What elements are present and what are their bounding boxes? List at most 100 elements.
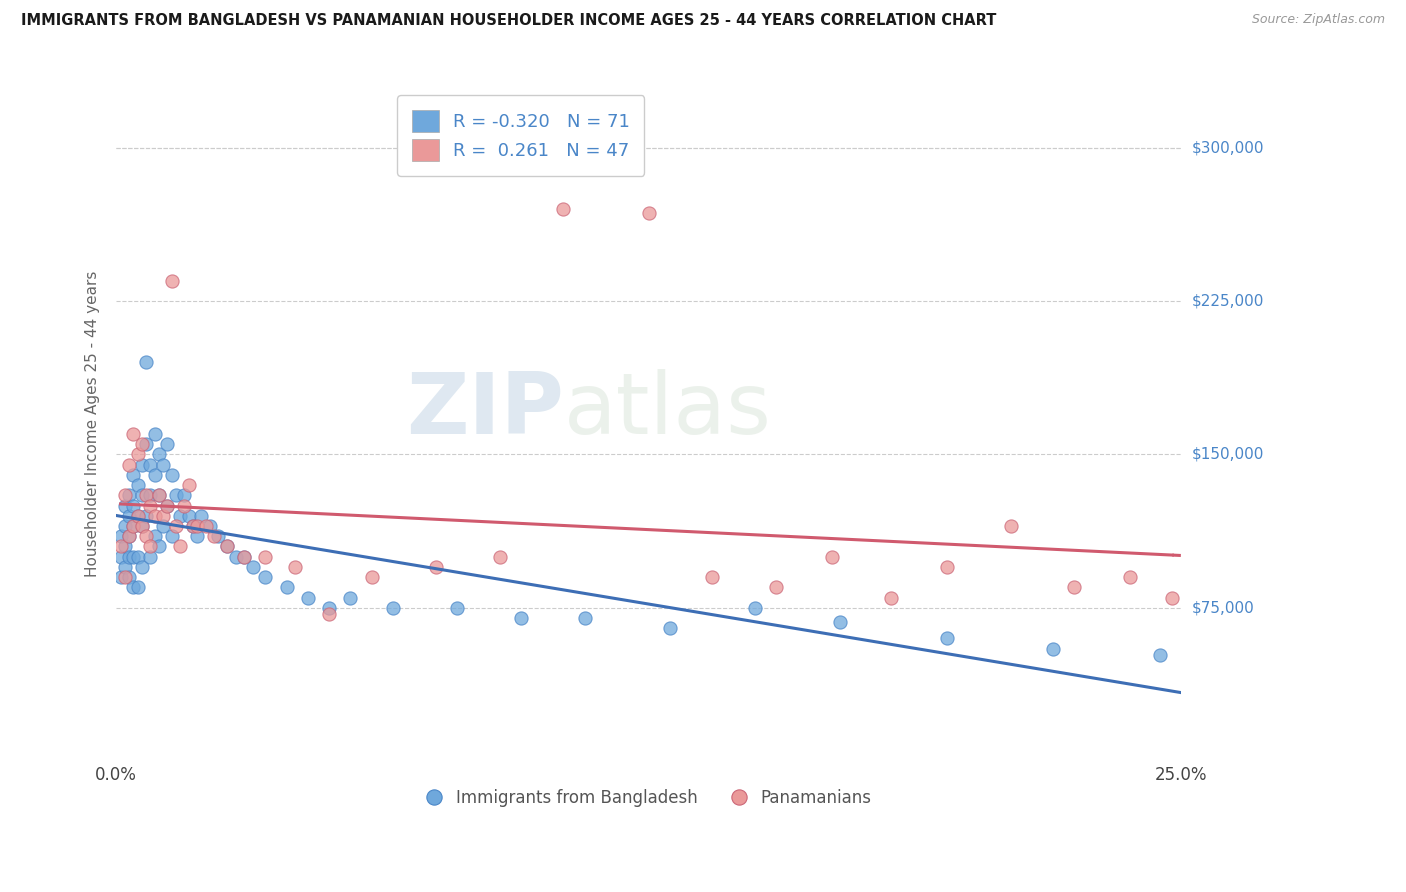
- Point: [152, 458, 174, 472]
- Point: [1149, 648, 1171, 662]
- Point: [297, 591, 319, 605]
- Point: [143, 467, 166, 482]
- Point: [574, 611, 596, 625]
- Point: [318, 600, 340, 615]
- Legend: Immigrants from Bangladesh, Panamanians: Immigrants from Bangladesh, Panamanians: [419, 782, 879, 814]
- Point: [233, 549, 256, 564]
- Point: [152, 508, 174, 523]
- Point: [1000, 519, 1022, 533]
- Point: [1042, 641, 1064, 656]
- Point: [118, 529, 141, 543]
- Text: atlas: atlas: [564, 368, 772, 451]
- Point: [160, 274, 183, 288]
- Point: [1063, 580, 1085, 594]
- Point: [509, 611, 531, 625]
- Text: $300,000: $300,000: [1192, 140, 1264, 155]
- Point: [215, 540, 238, 554]
- Point: [148, 488, 170, 502]
- Point: [215, 540, 238, 554]
- Point: [122, 426, 145, 441]
- Point: [702, 570, 724, 584]
- Point: [148, 447, 170, 461]
- Point: [1119, 570, 1142, 584]
- Point: [284, 559, 307, 574]
- Text: IMMIGRANTS FROM BANGLADESH VS PANAMANIAN HOUSEHOLDER INCOME AGES 25 - 44 YEARS C: IMMIGRANTS FROM BANGLADESH VS PANAMANIAN…: [21, 13, 997, 29]
- Point: [160, 529, 183, 543]
- Point: [425, 559, 447, 574]
- Point: [127, 549, 149, 564]
- Point: [165, 519, 187, 533]
- Point: [382, 600, 405, 615]
- Point: [207, 529, 229, 543]
- Point: [127, 508, 149, 523]
- Point: [135, 508, 157, 523]
- Point: [135, 437, 157, 451]
- Point: [360, 570, 382, 584]
- Point: [148, 540, 170, 554]
- Text: Source: ZipAtlas.com: Source: ZipAtlas.com: [1251, 13, 1385, 27]
- Point: [181, 519, 204, 533]
- Point: [131, 437, 153, 451]
- Point: [139, 540, 162, 554]
- Point: [135, 529, 157, 543]
- Point: [122, 549, 145, 564]
- Point: [114, 488, 136, 502]
- Point: [880, 591, 903, 605]
- Y-axis label: Householder Income Ages 25 - 44 years: Householder Income Ages 25 - 44 years: [86, 270, 100, 577]
- Point: [173, 488, 195, 502]
- Point: [114, 499, 136, 513]
- Point: [135, 355, 157, 369]
- Point: [118, 508, 141, 523]
- Point: [122, 519, 145, 533]
- Point: [242, 559, 264, 574]
- Point: [156, 499, 179, 513]
- Text: $150,000: $150,000: [1192, 447, 1264, 462]
- Point: [177, 508, 200, 523]
- Point: [198, 519, 221, 533]
- Text: $75,000: $75,000: [1192, 600, 1254, 615]
- Point: [122, 467, 145, 482]
- Point: [160, 467, 183, 482]
- Text: ZIP: ZIP: [406, 368, 564, 451]
- Point: [110, 549, 132, 564]
- Point: [139, 499, 162, 513]
- Point: [169, 508, 191, 523]
- Point: [114, 540, 136, 554]
- Point: [110, 540, 132, 554]
- Point: [143, 508, 166, 523]
- Text: $225,000: $225,000: [1192, 293, 1264, 309]
- Point: [127, 508, 149, 523]
- Point: [181, 519, 204, 533]
- Point: [765, 580, 787, 594]
- Point: [152, 519, 174, 533]
- Point: [233, 549, 256, 564]
- Point: [821, 549, 844, 564]
- Point: [156, 437, 179, 451]
- Point: [127, 478, 149, 492]
- Point: [1161, 591, 1184, 605]
- Point: [114, 570, 136, 584]
- Point: [118, 549, 141, 564]
- Point: [118, 458, 141, 472]
- Point: [131, 559, 153, 574]
- Point: [165, 488, 187, 502]
- Point: [114, 559, 136, 574]
- Point: [139, 549, 162, 564]
- Point: [131, 488, 153, 502]
- Point: [118, 529, 141, 543]
- Point: [118, 488, 141, 502]
- Point: [127, 580, 149, 594]
- Point: [118, 570, 141, 584]
- Point: [637, 206, 659, 220]
- Point: [318, 607, 340, 621]
- Point: [173, 499, 195, 513]
- Point: [190, 508, 212, 523]
- Point: [744, 600, 766, 615]
- Point: [276, 580, 298, 594]
- Point: [202, 529, 225, 543]
- Point: [122, 519, 145, 533]
- Point: [177, 478, 200, 492]
- Point: [131, 458, 153, 472]
- Point: [254, 549, 277, 564]
- Point: [139, 488, 162, 502]
